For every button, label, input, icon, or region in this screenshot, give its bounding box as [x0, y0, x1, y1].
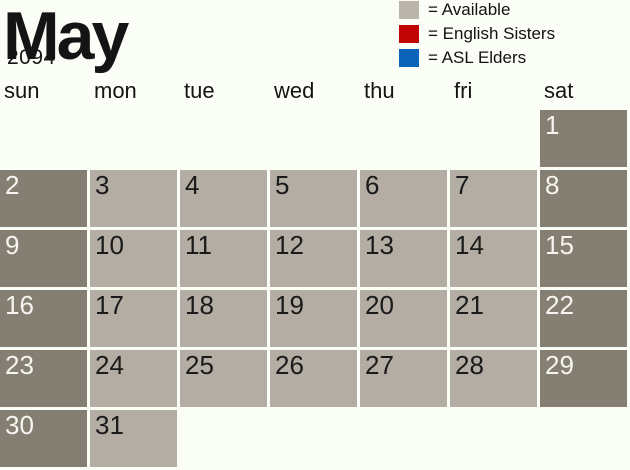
- legend-item-available: = Available: [399, 0, 555, 19]
- empty-cell: [180, 110, 267, 167]
- day-cell-22[interactable]: 22: [540, 290, 627, 347]
- weekday-header-mon: mon: [94, 78, 137, 103]
- day-cell-10[interactable]: 10: [90, 230, 177, 287]
- day-cell-17[interactable]: 17: [90, 290, 177, 347]
- day-cell-28[interactable]: 28: [450, 350, 537, 407]
- weekday-header-tue: tue: [184, 78, 215, 103]
- legend-label-english-sisters: = English Sisters: [428, 24, 556, 43]
- day-cell-8[interactable]: 8: [540, 170, 627, 227]
- day-cell-23[interactable]: 23: [0, 350, 87, 407]
- legend-item-asl-elders: = ASL Elders: [399, 48, 555, 67]
- day-cell-7[interactable]: 7: [450, 170, 537, 227]
- empty-cell: [360, 110, 447, 167]
- day-cell-1[interactable]: 1: [540, 110, 627, 167]
- day-cell-21[interactable]: 21: [450, 290, 537, 347]
- calendar-grid: 1 2 3 4 5 6 7 8 9 10 11 12 13 14 15 16 17 18 19 20 21 22 23 24 2…: [0, 110, 627, 467]
- weekday-header-thu: thu: [364, 78, 395, 103]
- day-cell-29[interactable]: 29: [540, 350, 627, 407]
- empty-cell: [360, 410, 447, 467]
- day-cell-5[interactable]: 5: [270, 170, 357, 227]
- day-cell-13[interactable]: 13: [360, 230, 447, 287]
- day-cell-27[interactable]: 27: [360, 350, 447, 407]
- day-cell-25[interactable]: 25: [180, 350, 267, 407]
- weekday-header-row: sun mon tue wed thu fri sat: [0, 78, 630, 104]
- empty-cell: [270, 410, 357, 467]
- day-cell-24[interactable]: 24: [90, 350, 177, 407]
- day-cell-11[interactable]: 11: [180, 230, 267, 287]
- day-cell-15[interactable]: 15: [540, 230, 627, 287]
- legend-label-available: = Available: [428, 0, 511, 19]
- english-sisters-color-swatch: [399, 25, 419, 43]
- available-color-swatch: [399, 1, 419, 19]
- year-label: 2094: [7, 46, 56, 69]
- day-cell-31[interactable]: 31: [90, 410, 177, 467]
- empty-cell: [540, 410, 627, 467]
- day-cell-6[interactable]: 6: [360, 170, 447, 227]
- empty-cell: [90, 110, 177, 167]
- empty-cell: [180, 410, 267, 467]
- day-cell-4[interactable]: 4: [180, 170, 267, 227]
- day-cell-19[interactable]: 19: [270, 290, 357, 347]
- month-title: May: [3, 0, 129, 74]
- empty-cell: [0, 110, 87, 167]
- day-cell-18[interactable]: 18: [180, 290, 267, 347]
- weekday-header-fri: fri: [454, 78, 473, 103]
- empty-cell: [450, 410, 537, 467]
- day-cell-12[interactable]: 12: [270, 230, 357, 287]
- day-cell-14[interactable]: 14: [450, 230, 537, 287]
- day-cell-9[interactable]: 9: [0, 230, 87, 287]
- day-cell-20[interactable]: 20: [360, 290, 447, 347]
- legend-label-asl-elders: = ASL Elders: [428, 48, 527, 67]
- weekday-header-sun: sun: [4, 78, 40, 103]
- weekday-header-wed: wed: [274, 78, 315, 103]
- legend-item-english-sisters: = English Sisters: [399, 24, 556, 43]
- empty-cell: [450, 110, 537, 167]
- day-cell-2[interactable]: 2: [0, 170, 87, 227]
- legend: = Available = English Sisters = ASL Elde…: [399, 0, 556, 73]
- day-cell-16[interactable]: 16: [0, 290, 87, 347]
- weekday-header-sat: sat: [544, 78, 574, 103]
- empty-cell: [270, 110, 357, 167]
- day-cell-26[interactable]: 26: [270, 350, 357, 407]
- asl-elders-color-swatch: [399, 49, 419, 67]
- day-cell-3[interactable]: 3: [90, 170, 177, 227]
- day-cell-30[interactable]: 30: [0, 410, 87, 467]
